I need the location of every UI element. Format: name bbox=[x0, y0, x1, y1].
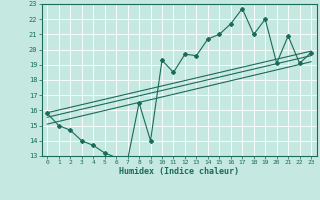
X-axis label: Humidex (Indice chaleur): Humidex (Indice chaleur) bbox=[119, 167, 239, 176]
